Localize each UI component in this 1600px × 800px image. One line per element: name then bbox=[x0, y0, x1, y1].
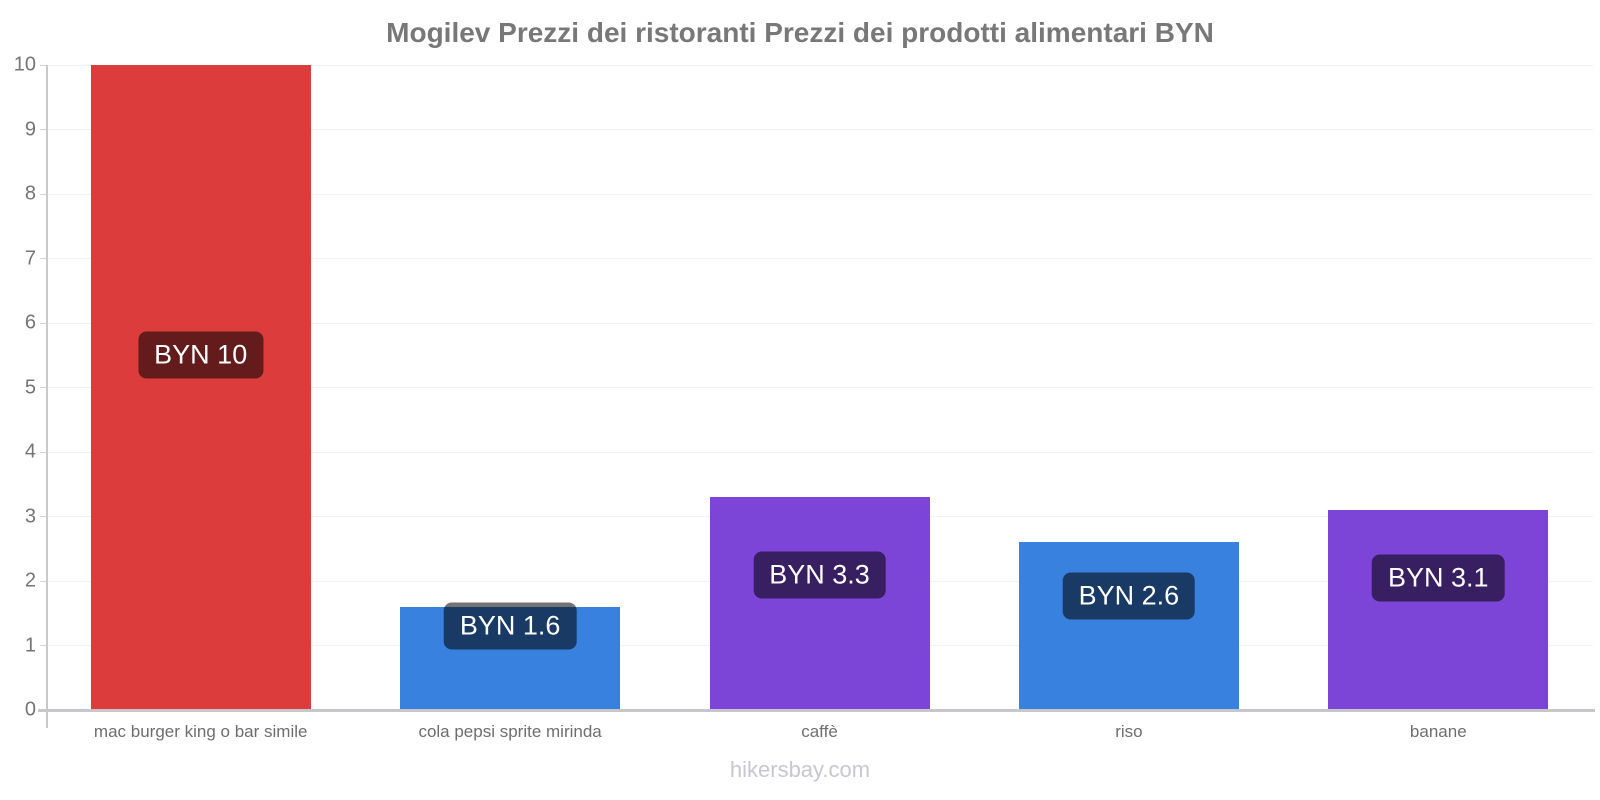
gridline bbox=[46, 193, 1593, 195]
y-axis-tick bbox=[40, 580, 46, 582]
bar-value-label: BYN 10 bbox=[138, 331, 264, 379]
y-axis-tick bbox=[40, 64, 46, 66]
y-axis-tick-label: 6 bbox=[24, 311, 36, 334]
bar-value-label: BYN 3.1 bbox=[1372, 554, 1505, 602]
y-axis-tick bbox=[40, 451, 46, 453]
x-axis-category-label: cola pepsi sprite mirinda bbox=[418, 722, 602, 741]
x-axis-line bbox=[38, 708, 1595, 712]
gridline bbox=[46, 387, 1593, 388]
gridline bbox=[46, 129, 1593, 130]
y-axis-tick bbox=[40, 645, 46, 646]
bar-mac-burger-king-o-bar-simile[interactable] bbox=[90, 65, 311, 710]
x-axis-category-label: riso bbox=[1115, 722, 1143, 741]
y-axis-tick-label: 8 bbox=[24, 182, 36, 205]
y-axis-tick-label: 1 bbox=[24, 634, 36, 656]
bar-banane[interactable] bbox=[1328, 510, 1549, 710]
y-axis-tick bbox=[40, 322, 46, 324]
y-axis-tick-label: 4 bbox=[24, 440, 36, 463]
y-axis-tick-label: 3 bbox=[24, 505, 36, 527]
y-axis-tick-label: 0 bbox=[24, 698, 36, 721]
chart-title: Mogilev Prezzi dei ristoranti Prezzi dei… bbox=[386, 17, 1214, 48]
y-axis-tick-label: 9 bbox=[24, 118, 36, 140]
x-axis-category-label: caffè bbox=[801, 722, 838, 741]
bar-riso[interactable] bbox=[1018, 542, 1239, 710]
x-axis-category-label: banane bbox=[1409, 722, 1467, 741]
gridline bbox=[46, 64, 1593, 66]
bar-value-label: BYN 2.6 bbox=[1062, 572, 1196, 620]
y-axis-tick bbox=[40, 516, 46, 517]
watermark-hikersbay: hikersbay.com bbox=[729, 757, 871, 782]
y-axis-tick-label: 10 bbox=[13, 53, 36, 76]
y-axis-tick-label: 5 bbox=[24, 376, 36, 398]
bar-value-label: BYN 3.3 bbox=[753, 551, 886, 599]
bar-value-label: BYN 1.6 bbox=[443, 602, 577, 650]
y-axis-line bbox=[46, 65, 48, 728]
gridline bbox=[46, 258, 1593, 259]
y-axis-tick bbox=[40, 258, 46, 259]
y-axis-tick-label: 2 bbox=[24, 569, 36, 592]
gridline bbox=[46, 451, 1593, 453]
bar-caffè[interactable] bbox=[709, 497, 930, 710]
x-axis-category-label: mac burger king o bar simile bbox=[93, 722, 308, 741]
y-axis-tick bbox=[40, 129, 46, 130]
y-axis-tick-label: 7 bbox=[24, 247, 36, 269]
y-axis-tick bbox=[40, 193, 46, 195]
y-axis-tick bbox=[40, 387, 46, 388]
gridline bbox=[46, 322, 1593, 324]
